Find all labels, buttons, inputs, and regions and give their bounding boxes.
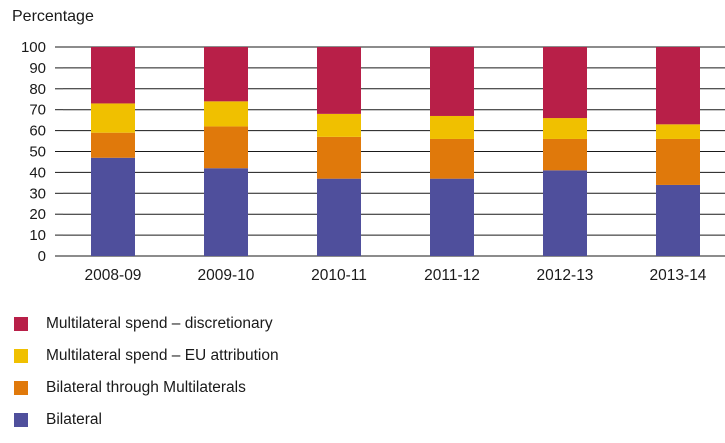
bar-segment-0-0 [91,157,135,256]
y-tick-label: 70 [29,102,46,119]
x-tick-labels: 2008-09 2009-10 2010-11 2011-12 2012-13 2013-… [85,267,707,284]
bar-segment-1-1 [204,126,248,169]
bar-segment-2-3 [430,115,474,139]
bar-segment-2-0 [91,103,135,133]
x-tick-label: 2011-12 [424,267,480,284]
bar-segment-2-5 [656,124,700,139]
gridlines [55,46,725,257]
y-tick-label: 0 [38,248,46,265]
legend-item: Multilateral spend – EU attribution [14,340,279,372]
bar-segment-1-5 [656,138,700,185]
legend-label: Bilateral through Multilaterals [46,379,246,396]
x-tick-label: 2009-10 [198,267,255,284]
y-tick-label: 30 [29,185,46,202]
x-tick-label: 2008-09 [85,267,142,284]
bar-segment-1-4 [543,138,587,171]
bar-segment-0-1 [204,168,248,256]
y-tick-label: 60 [29,123,46,140]
bar-segment-3-1 [204,47,248,102]
legend-swatch [14,349,28,363]
y-tick-label: 80 [29,81,46,98]
bar-segment-2-4 [543,118,587,139]
y-tick-label: 40 [29,164,46,181]
bar-segment-0-3 [430,178,474,256]
bar-segment-0-5 [656,184,700,256]
y-tick-labels: 0 10 20 30 40 50 60 70 80 90 100 [21,39,46,265]
bars [91,47,700,256]
legend-item: Bilateral through Multilaterals [14,372,279,404]
bar-segment-0-4 [543,170,587,256]
y-tick-label: 50 [29,144,46,161]
x-tick-label: 2013-14 [650,267,707,284]
y-tick-label: 20 [29,206,46,223]
bar-segment-1-2 [317,136,361,179]
bar-segment-3-2 [317,47,361,114]
legend-swatch [14,317,28,331]
bar-segment-1-0 [91,132,135,158]
legend-item: Bilateral [14,404,279,436]
bar-segment-3-3 [430,47,474,116]
legend-swatch [14,381,28,395]
legend-label: Bilateral [46,411,102,428]
bar-segment-1-3 [430,138,474,179]
y-tick-label: 100 [21,39,46,56]
bar-segment-2-2 [317,113,361,137]
bar-segment-3-4 [543,47,587,119]
legend-item: Multilateral spend – discretionary [14,308,279,340]
x-tick-label: 2010-11 [311,267,367,284]
legend: Multilateral spend – discretionary Multil… [14,308,279,436]
legend-label: Multilateral spend – EU attribution [46,347,279,364]
legend-label: Multilateral spend – discretionary [46,315,273,332]
bar-segment-3-0 [91,47,135,104]
bar-segment-2-1 [204,101,248,127]
y-tick-label: 90 [29,60,46,77]
legend-swatch [14,413,28,427]
x-tick-label: 2012-13 [537,267,594,284]
bar-segment-3-5 [656,47,700,125]
y-axis-title: Percentage [12,8,94,25]
bar-segment-0-2 [317,178,361,256]
y-tick-label: 10 [29,227,46,244]
